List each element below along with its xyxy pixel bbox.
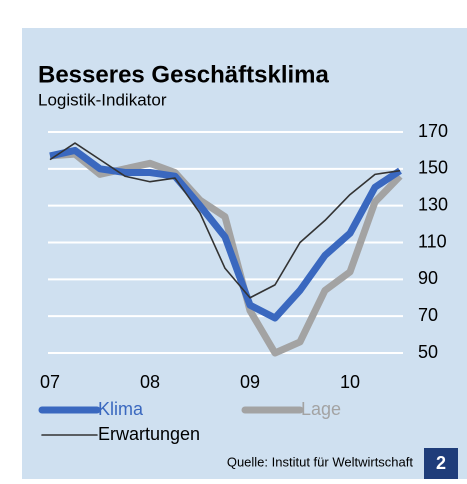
y-tick-label: 90: [418, 268, 438, 288]
series-line: [49, 146, 402, 322]
x-tick-label: 09: [240, 372, 260, 392]
chart-title: Besseres Geschäftsklima: [38, 61, 330, 88]
background: [22, 28, 467, 479]
x-tick-label: 10: [340, 372, 360, 392]
source: Quelle: Institut für Weltwirtschaft: [227, 454, 414, 469]
y-tick-label: 110: [418, 231, 447, 251]
y-tick-label: 150: [418, 158, 448, 178]
badge: 2: [436, 453, 446, 473]
y-tick-label: 170: [418, 121, 448, 141]
chart-subtitle: Logistik-Indikator: [38, 90, 167, 109]
y-tick-label: 70: [418, 305, 438, 325]
legend-label: Klima: [98, 399, 144, 419]
badge-box: [424, 448, 458, 479]
legend-label: Erwartungen: [98, 424, 200, 444]
legend-label: Lage: [301, 399, 341, 419]
series-line: [49, 142, 401, 299]
x-tick-label: 07: [40, 372, 60, 392]
y-tick-label: 50: [418, 342, 438, 362]
x-tick-label: 08: [140, 372, 160, 392]
y-tick-label: 130: [418, 194, 448, 214]
